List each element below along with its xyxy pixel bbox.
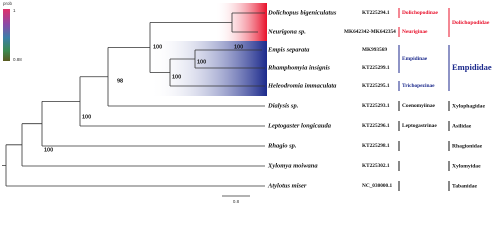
accession: KT225293.1 (362, 103, 390, 109)
support-value: 100 (172, 74, 181, 80)
support-value: 100 (197, 59, 206, 65)
accession: MK993569 (362, 47, 387, 53)
taxon-name: Dialysis sp. (267, 102, 299, 109)
clade-shading-red (215, 3, 267, 41)
family: Tabanidae (452, 183, 477, 189)
subfamily: Coenomyiinae (402, 103, 436, 109)
accession: MK642342-MK642354 (344, 29, 396, 35)
family: Empididae (452, 62, 492, 72)
accession: KT225298.1 (362, 143, 390, 149)
family: Xylophagidae (452, 103, 485, 109)
accession: KT225295.1 (362, 83, 390, 89)
accession: NC_030000.1 (362, 183, 393, 189)
taxon-name: Empis separata (267, 46, 310, 53)
subfamily: Neuriginae (402, 29, 428, 35)
family: Asilidae (452, 123, 472, 129)
taxon-name: Atylotus miser (267, 182, 307, 189)
family: Rhagionidae (452, 143, 483, 149)
legend-title: prob (3, 1, 13, 6)
support-value: 98 (117, 78, 123, 84)
support-value: 100 (82, 114, 91, 120)
subfamily: Trichopezinae (402, 83, 435, 89)
legend-min: 0.88 (13, 57, 22, 62)
phylogenetic-tree-figure: prob 1 0.88 100 100 100 100 98 100 100 D… (2, 1, 492, 204)
taxon-name: Rhagio sp. (267, 142, 297, 149)
taxon-name: Rhamphomyia insignis (267, 64, 330, 71)
taxon-name: Neurigona sp. (267, 28, 306, 35)
support-value: 100 (234, 44, 243, 50)
subfamily: Empidinae (402, 56, 428, 62)
clade-shading-blue (150, 41, 267, 96)
tree-branches (2, 12, 265, 187)
accession: KT225296.1 (362, 123, 390, 129)
scale-bar-label: 0.8 (233, 199, 240, 204)
support-value: 100 (44, 147, 53, 153)
taxon-name: Leptogaster longicauda (267, 122, 332, 129)
accession: KT225302.1 (362, 163, 390, 169)
legend-max: 1 (13, 8, 16, 13)
taxa: Dolichopus bigeniculatus Neurigona sp. E… (267, 9, 396, 189)
taxon-name: Xylomya moiwana (267, 162, 318, 169)
accession: KT225299.1 (362, 65, 390, 71)
legend-colorbar (3, 9, 10, 61)
family: Dolichopodidae (452, 20, 490, 26)
taxon-name: Dolichopus bigeniculatus (267, 9, 337, 16)
support-value: 100 (153, 44, 162, 50)
taxon-name: Heleodromia immaculata (267, 82, 337, 89)
subfamily: Dolichopodinae (402, 10, 439, 16)
subfamily: Leptogastrinae (402, 123, 437, 129)
family: Xylomyidae (452, 163, 481, 169)
accession: KT225294.1 (362, 10, 390, 16)
